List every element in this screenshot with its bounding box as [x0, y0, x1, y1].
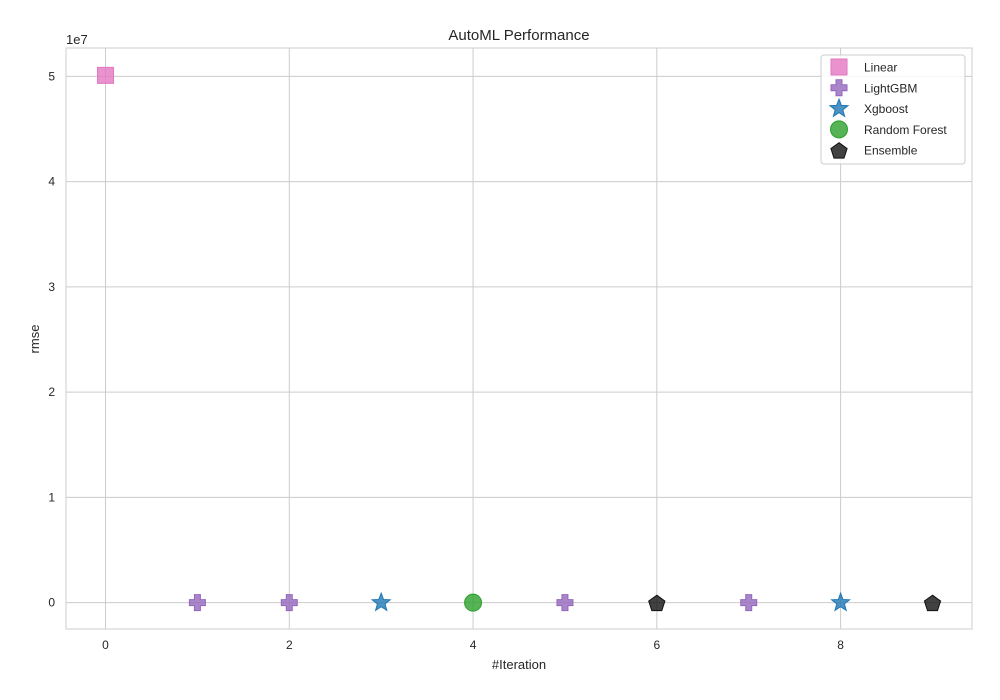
lightgbm-point [556, 594, 574, 612]
y-tick-label: 5 [48, 69, 55, 83]
x-tick-label: 4 [470, 638, 477, 652]
legend-label-linear: Linear [864, 61, 897, 75]
ensemble-point [648, 594, 666, 612]
xgboost-point [830, 591, 851, 612]
legend-marker-linear [830, 58, 848, 76]
lightgbm-point [280, 594, 298, 612]
linear-point [97, 66, 115, 84]
lightgbm-point [188, 594, 206, 612]
y-tick-label: 0 [48, 596, 55, 610]
legend-label-lightgbm: LightGBM [864, 81, 917, 95]
x-axis-label: #Iteration [492, 657, 546, 672]
xgboost-point [370, 591, 392, 612]
plot-area-frame [65, 47, 973, 630]
y-tick-label: 4 [48, 175, 55, 189]
x-tick-label: 6 [653, 638, 660, 652]
ensemble-point [923, 594, 942, 612]
legend-label-random-forest: Random Forest [864, 123, 947, 137]
lightgbm-point [740, 594, 758, 612]
tick-labels: 0 2 4 6 8 0 1 2 3 4 5 [48, 69, 844, 652]
legend-marker-random-forest [830, 120, 848, 139]
legend-marker-lightgbm [830, 79, 848, 97]
y-tick-label: 1 [48, 490, 55, 504]
legend-marker-xgboost [828, 97, 850, 118]
chart-title: AutoML Performance [448, 27, 589, 44]
random-forest-point [464, 593, 483, 612]
y-axis-label: rmse [27, 325, 42, 354]
data-markers [97, 66, 942, 612]
y-offset-label: 1e7 [66, 32, 88, 47]
legend: Linear LightGBM Xgboost Random Forest Ensemb… [820, 54, 966, 165]
x-tick-label: 2 [286, 638, 293, 652]
legend-label-ensemble: Ensemble [864, 144, 918, 158]
legend-marker-ensemble [830, 142, 848, 159]
x-tick-label: 0 [102, 638, 109, 652]
y-tick-label: 2 [48, 385, 55, 399]
legend-label-xgboost: Xgboost [864, 102, 909, 116]
legend-frame [820, 54, 966, 165]
y-tick-label: 3 [48, 280, 55, 294]
x-tick-label: 8 [837, 638, 844, 652]
